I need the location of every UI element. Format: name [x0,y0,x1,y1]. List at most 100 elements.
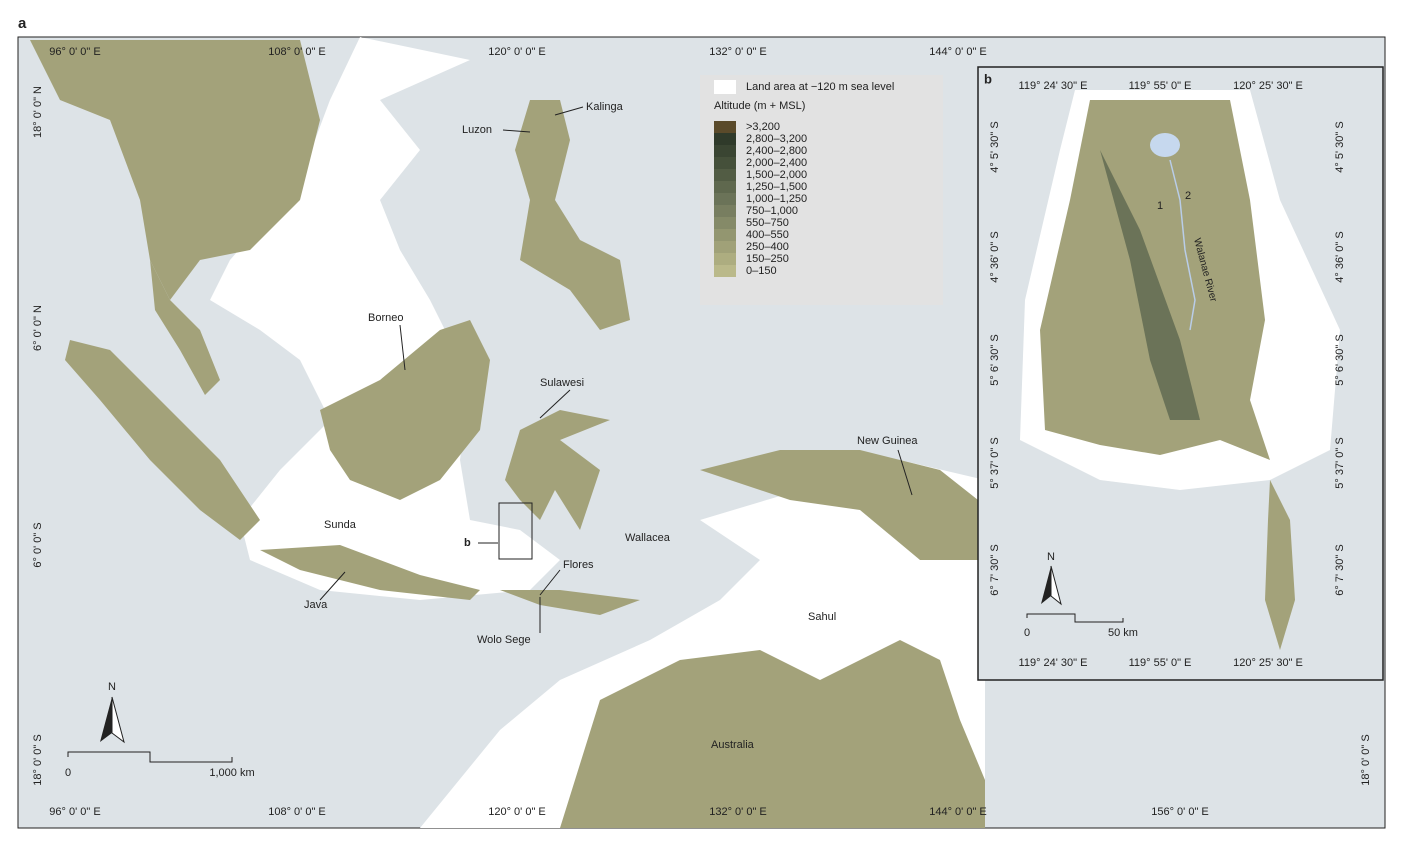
lon-label: 119° 55' 0" E [1129,657,1192,669]
inset-box [498,502,533,560]
lon-label: 108° 0' 0" E [268,46,326,58]
legend-label: 2,400–2,800 [746,145,807,157]
place-label: Australia [711,739,755,751]
lat-label: 6° 7' 30" S [989,544,1001,595]
site-label: 1 [1157,200,1163,212]
legend-label: >3,200 [746,121,780,133]
lon-label: 120° 25' 30" E [1233,657,1303,669]
legend-label: 2,800–3,200 [746,133,807,145]
place-labels: Kalinga Luzon Borneo Sulawesi New Guinea… [304,101,918,751]
legend-label: 150–250 [746,253,789,265]
scale-bar [1026,613,1124,623]
scale-label: 50 km [1108,627,1138,639]
lon-label: 120° 0' 0" E [488,46,546,58]
legend-swatch [714,145,736,157]
place-label: Sunda [324,519,357,531]
place-label: Flores [563,559,594,571]
legend-label: 750–1,000 [746,205,798,217]
land [30,40,985,828]
north-label: N [108,681,116,693]
inset-mountains [1100,150,1200,420]
scale-label: 0 [1024,627,1030,639]
place-label: Sulawesi [540,377,584,389]
lat-label: 5° 6' 30" S [1334,334,1346,385]
lon-label: 132° 0' 0" E [709,46,767,58]
legend-swatch [714,193,736,205]
lat-label: 5° 6' 30" S [989,334,1001,385]
lat-label: 18° 0' 0" S [32,734,44,785]
lat-label: 5° 37' 0" S [989,437,1001,488]
lon-label: 119° 24' 30" E [1019,657,1088,669]
scale-label: 0 [65,767,71,779]
legend-label: 0–150 [746,265,777,277]
legend-title: Altitude (m + MSL) [714,100,805,112]
panel-label: b [984,71,992,86]
place-label: Java [304,599,328,611]
legend-swatch [714,157,736,169]
legend-swatch [714,133,736,145]
lon-label: 144° 0' 0" E [929,46,987,58]
legend: Land area at −120 m sea level Altitude (… [700,75,943,305]
lat-label: 5° 37' 0" S [1334,437,1346,488]
lon-label: 132° 0' 0" E [709,806,767,818]
lat-label: 4° 5' 30" S [1334,121,1346,172]
place-label: New Guinea [857,435,918,447]
legend-label: 1,000–1,250 [746,193,807,205]
place-label: Luzon [462,124,492,136]
north-arrow [100,697,112,742]
lat-label: 6° 0' 0" S [32,522,44,567]
legend-label: 400–550 [746,229,789,241]
inset-land [1265,480,1295,650]
panel-label: a [18,15,27,32]
lat-label: 4° 36' 0" S [989,231,1001,282]
site-label: 2 [1185,190,1191,202]
lake [1150,133,1180,157]
lon-label: 120° 25' 30" E [1233,80,1303,92]
place-label: Wallacea [625,532,671,544]
north-arrow [1041,566,1051,604]
place-label: b [464,537,471,549]
lon-label: 96° 0' 0" E [49,46,100,58]
lat-label: 18° 0' 0" N [32,86,44,138]
lat-label: 6° 0' 0" N [32,305,44,351]
lon-label: 144° 0' 0" E [929,806,987,818]
inset-lat-labels: 4° 5' 30" S 4° 5' 30" S 4° 36' 0" S 4° 36' … [989,121,1346,595]
lat-label: 4° 36' 0" S [1334,231,1346,282]
land-swatch [714,80,736,94]
lat-label: 6° 7' 30" S [1334,544,1346,595]
place-label: Kalinga [586,101,624,113]
legend-swatch [714,181,736,193]
scale-bar [67,751,233,763]
river-line [1169,159,1196,331]
legend-box [700,75,943,305]
legend-swatch [714,265,736,277]
legend-label: 1,500–2,000 [746,169,807,181]
place-label: Sahul [808,611,836,623]
north-label: N [1047,551,1055,563]
legend-swatch [714,217,736,229]
place-label: Wolo Sege [477,634,531,646]
lat-label: 4° 5' 30" S [989,121,1001,172]
leader-lines [319,106,913,633]
legend-swatch [714,121,736,133]
lon-label: 156° 0' 0" E [1151,806,1209,818]
lon-label: 119° 24' 30" E [1019,80,1088,92]
scale-label: 1,000 km [209,767,254,779]
legend-label: 1,250–1,500 [746,181,807,193]
lon-label: 119° 55' 0" E [1129,80,1192,92]
legend-swatch [714,253,736,265]
lat-label: 18° 0' 0" S [1360,734,1372,785]
place-label: Borneo [368,312,403,324]
lon-label: 96° 0' 0" E [49,806,100,818]
legend-label: 550–750 [746,217,789,229]
lon-label: 108° 0' 0" E [268,806,326,818]
legend-swatch [714,169,736,181]
lon-label: 120° 0' 0" E [488,806,546,818]
legend-swatch [714,229,736,241]
legend-swatch [714,241,736,253]
legend-label: 2,000–2,400 [746,157,807,169]
legend-label: 250–400 [746,241,789,253]
legend-swatch [714,205,736,217]
legend-label: Land area at −120 m sea level [746,81,894,93]
